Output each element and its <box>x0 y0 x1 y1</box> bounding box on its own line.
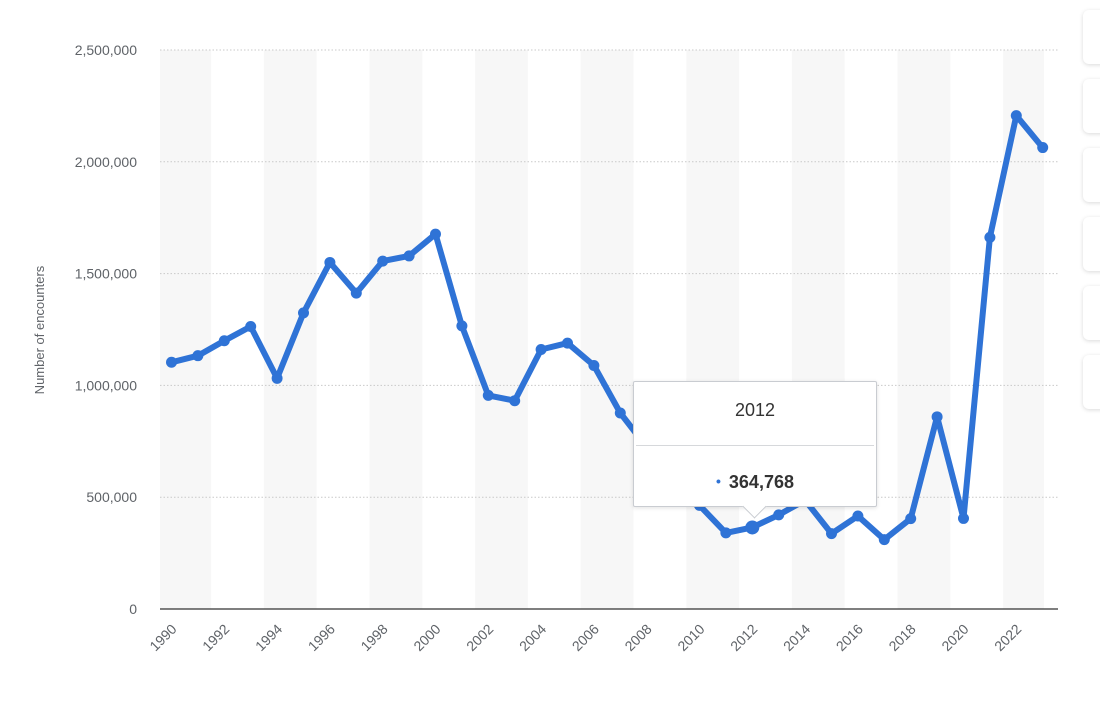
y-tick-label: 1,500,000 <box>75 266 137 282</box>
x-tick-label: 2020 <box>938 621 971 654</box>
data-point[interactable] <box>984 231 996 243</box>
data-point[interactable] <box>430 228 441 240</box>
x-tick-label: 2022 <box>991 621 1024 654</box>
x-tick-label: 2010 <box>674 621 707 654</box>
y-tick-label: 2,000,000 <box>75 154 137 170</box>
data-point[interactable] <box>377 255 389 267</box>
y-tick-label: 0 <box>129 601 137 617</box>
column-band <box>1003 50 1044 609</box>
data-tooltip: 2012 • 364,768 <box>633 381 877 519</box>
y-tick-label: 500,000 <box>86 489 137 505</box>
x-tick-label: 1996 <box>305 621 338 654</box>
data-point[interactable] <box>614 407 626 419</box>
x-tick-label: 1990 <box>146 621 179 654</box>
x-tick-label: 2008 <box>621 621 654 654</box>
fullscreen-button[interactable] <box>1083 286 1100 340</box>
x-tick-label: 2016 <box>833 621 866 654</box>
data-point[interactable] <box>482 389 494 401</box>
x-tick-label: 2006 <box>569 621 602 654</box>
data-point[interactable] <box>350 287 362 299</box>
data-point[interactable] <box>745 520 760 535</box>
data-point[interactable] <box>298 307 309 319</box>
x-tick-label: 1994 <box>252 621 285 654</box>
data-point[interactable] <box>403 250 415 262</box>
tooltip-divider <box>636 445 874 446</box>
x-tick-label: 1998 <box>357 621 390 654</box>
data-point[interactable] <box>852 510 864 522</box>
column-band <box>580 50 634 609</box>
settings-button[interactable] <box>1083 148 1100 202</box>
data-point[interactable] <box>562 337 573 349</box>
print-button[interactable] <box>1083 355 1100 409</box>
data-point[interactable] <box>245 320 257 332</box>
x-tick-label: 2012 <box>727 621 760 654</box>
favorite-button[interactable] <box>1083 79 1100 133</box>
x-tick-label: 2002 <box>463 621 496 654</box>
column-band <box>475 50 528 609</box>
x-tick-label: 1992 <box>199 621 232 654</box>
column-band <box>686 50 740 609</box>
y-axis-ticks: 0 500,000 1,000,000 1,500,000 2,000,000 2,500… <box>75 42 138 617</box>
column-bands <box>160 50 1044 609</box>
x-tick-label: 2014 <box>780 621 813 654</box>
data-point[interactable] <box>535 344 547 356</box>
data-point[interactable] <box>166 356 177 368</box>
x-axis-ticks: 1990 1992 1994 1996 1998 2000 2002 2004 2006 2008… <box>146 621 1024 654</box>
data-point[interactable] <box>878 534 890 546</box>
data-point[interactable] <box>509 395 521 407</box>
data-point[interactable] <box>588 359 600 371</box>
data-point[interactable] <box>720 527 732 539</box>
tooltip-year: 2012 <box>734 400 776 420</box>
data-point[interactable] <box>456 320 468 332</box>
x-tick-label: 2018 <box>885 621 918 654</box>
gridlines <box>160 49 1058 498</box>
x-tick-label: 2000 <box>410 621 443 654</box>
column-band <box>791 50 845 609</box>
data-point[interactable] <box>905 513 917 525</box>
column-band <box>160 50 212 609</box>
data-point[interactable] <box>192 350 204 362</box>
x-tick-label: 2004 <box>516 621 549 654</box>
series-line <box>168 112 1046 543</box>
data-point[interactable] <box>1037 142 1049 154</box>
tooltip-value-row: • 364,768 <box>634 472 876 493</box>
data-point[interactable] <box>1010 110 1022 122</box>
data-point[interactable] <box>218 335 230 347</box>
data-point[interactable] <box>931 411 943 423</box>
data-point[interactable] <box>773 509 785 521</box>
data-point[interactable] <box>958 512 969 524</box>
data-point[interactable] <box>826 528 837 540</box>
y-tick-label: 2,500,000 <box>75 42 137 58</box>
series-dot-icon: • <box>716 473 721 489</box>
data-point[interactable] <box>324 256 336 268</box>
tooltip-value: 364,768 <box>728 472 794 492</box>
y-axis-title: Number of encounters <box>32 265 47 394</box>
share-button[interactable] <box>1083 217 1100 271</box>
column-band <box>263 50 317 609</box>
y-tick-label: 1,000,000 <box>75 377 137 393</box>
column-band <box>369 50 423 609</box>
data-point[interactable] <box>271 372 283 384</box>
notification-button[interactable] <box>1083 10 1100 64</box>
